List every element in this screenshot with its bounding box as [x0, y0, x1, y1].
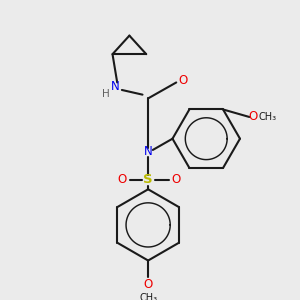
- Text: O: O: [178, 74, 188, 87]
- Text: N: N: [111, 80, 120, 93]
- Text: O: O: [248, 110, 258, 124]
- Text: O: O: [172, 173, 181, 186]
- Text: O: O: [117, 173, 127, 186]
- Text: N: N: [144, 145, 152, 158]
- Text: O: O: [143, 278, 153, 291]
- Text: CH₃: CH₃: [139, 293, 157, 300]
- Text: H: H: [102, 89, 110, 99]
- Text: CH₃: CH₃: [258, 112, 276, 122]
- Text: S: S: [143, 173, 153, 186]
